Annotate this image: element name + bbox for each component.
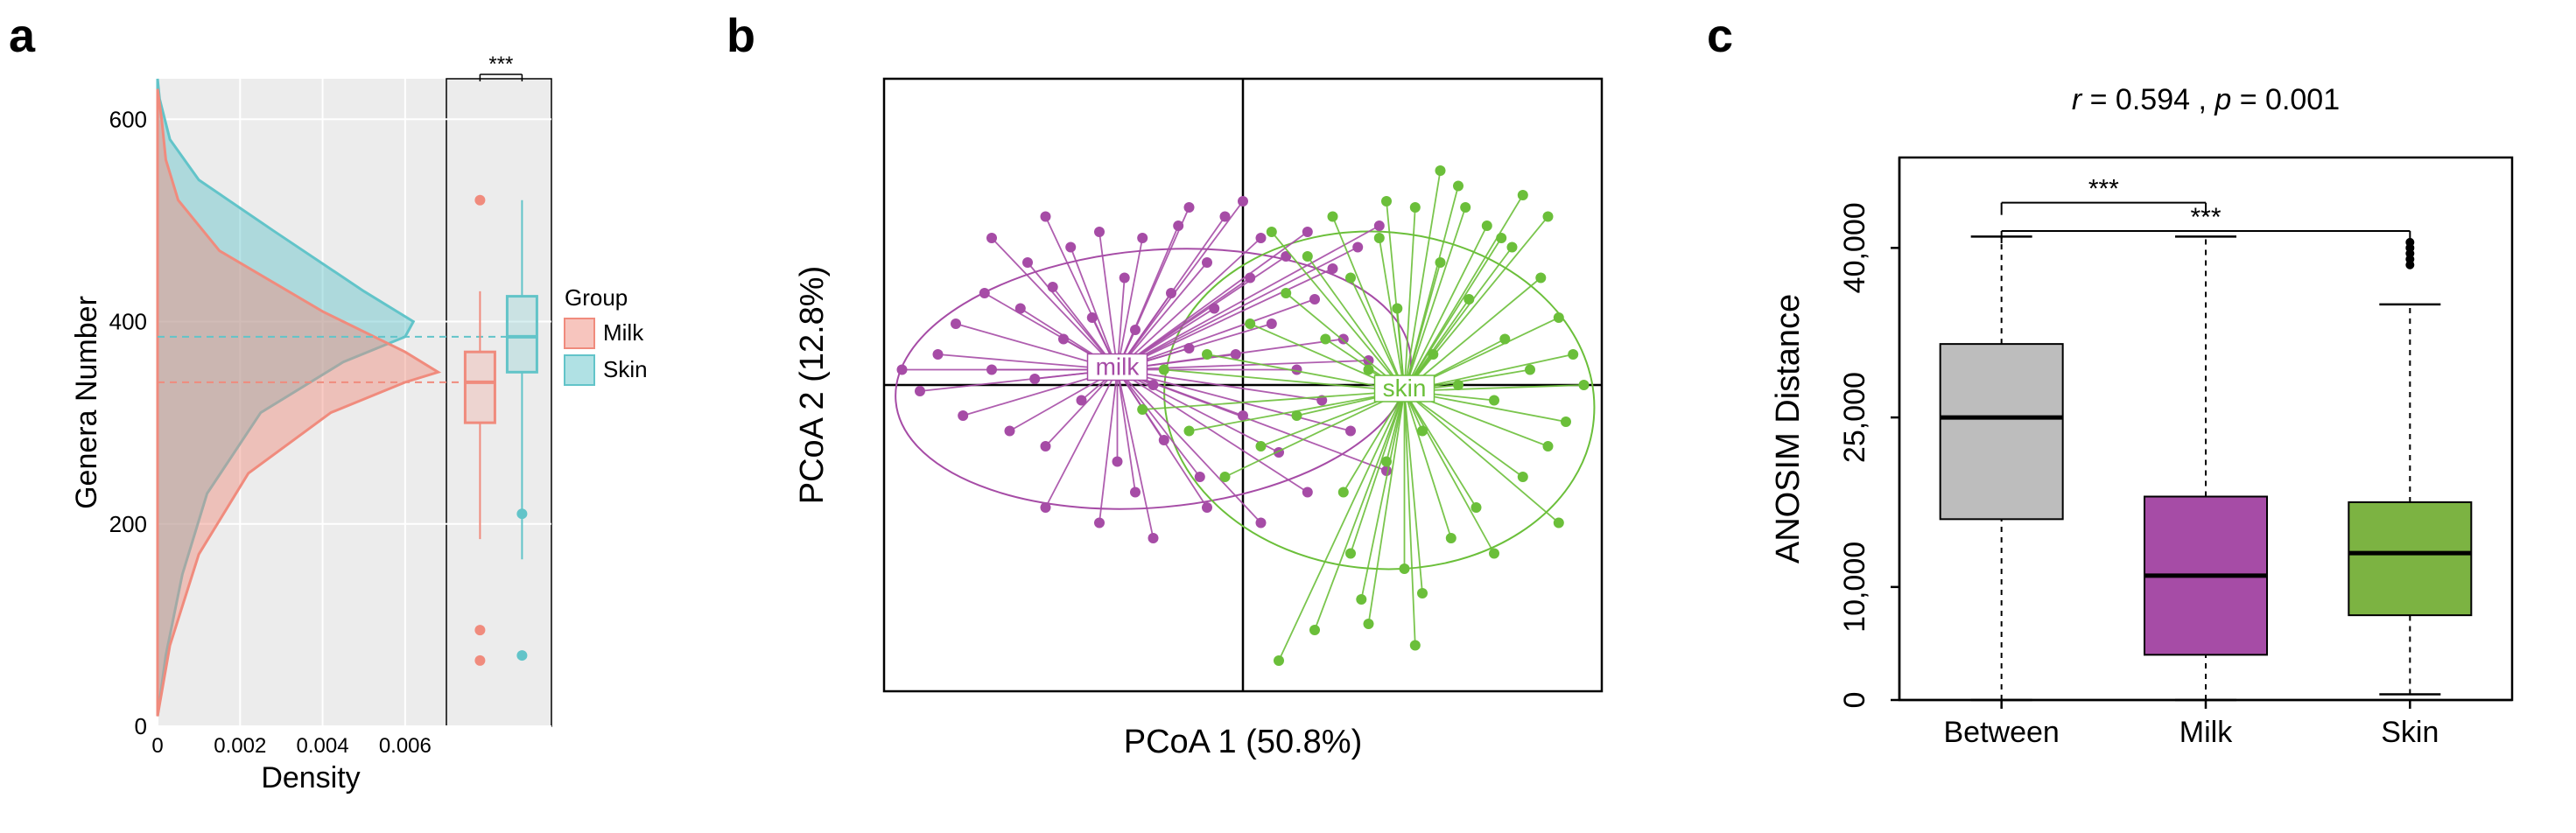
svg-text:40,000: 40,000: [1838, 202, 1871, 293]
svg-text:milk: milk: [1096, 354, 1141, 381]
svg-text:Between: Between: [1944, 716, 2060, 749]
svg-text:0.006: 0.006: [379, 734, 432, 758]
svg-text:0: 0: [1838, 692, 1871, 709]
panel-c: c 010,00025,00040,000BetweenMilkSkin****…: [1716, 18, 2556, 805]
panel-b: b milkskinPCoA 1 (50.8%)PCoA 2 (12.8%): [735, 18, 1663, 805]
panel-a-label: a: [9, 9, 35, 63]
svg-text:PCoA 2 (12.8%): PCoA 2 (12.8%): [794, 266, 831, 504]
svg-text:Skin: Skin: [2381, 716, 2439, 749]
svg-text:200: 200: [109, 511, 147, 537]
svg-text:Group: Group: [565, 284, 628, 311]
svg-text:Genera Number: Genera Number: [70, 296, 103, 509]
svg-text:0.004: 0.004: [297, 734, 349, 758]
svg-text:0.002: 0.002: [214, 734, 266, 758]
svg-text:0: 0: [135, 713, 147, 739]
svg-text:25,000: 25,000: [1838, 372, 1871, 463]
panel-c-chart: 0 10,000 25,000 40,000 Between Milk Skin *** ***…: [1751, 52, 2556, 805]
panel-b-label: b: [726, 9, 755, 63]
svg-text:400: 400: [109, 309, 147, 335]
panel-a-chart: 0 200 400 600 0 0.002 0.004 0.006 *** Density Gene…: [53, 52, 683, 805]
svg-text:***: ***: [2190, 203, 2221, 232]
svg-text:ANOSIM Distance: ANOSIM Distance: [1770, 294, 1807, 564]
svg-text:Milk: Milk: [603, 319, 644, 346]
svg-text:PCoA 1 (50.8%): PCoA 1 (50.8%): [1124, 724, 1362, 760]
panel-c-label: c: [1707, 9, 1733, 63]
svg-text:***: ***: [488, 52, 513, 76]
svg-text:Skin: Skin: [603, 356, 648, 382]
svg-text:Milk: Milk: [2179, 716, 2233, 749]
svg-text:10,000: 10,000: [1838, 542, 1871, 633]
panel-a: a 020040060000.0020.0040.006***DensityGe…: [18, 18, 683, 805]
svg-text:r = 0.594 , p = 0.001: r = 0.594 , p = 0.001: [2072, 83, 2340, 116]
svg-text:0: 0: [151, 734, 163, 758]
svg-text:Density: Density: [261, 761, 360, 794]
svg-text:skin: skin: [1383, 374, 1427, 402]
panel-b-chart: milk skin PCoA 1 (50.8%) PCoA 2 (12.8%): [770, 52, 1646, 805]
svg-text:600: 600: [109, 106, 147, 132]
svg-text:***: ***: [2088, 175, 2119, 204]
